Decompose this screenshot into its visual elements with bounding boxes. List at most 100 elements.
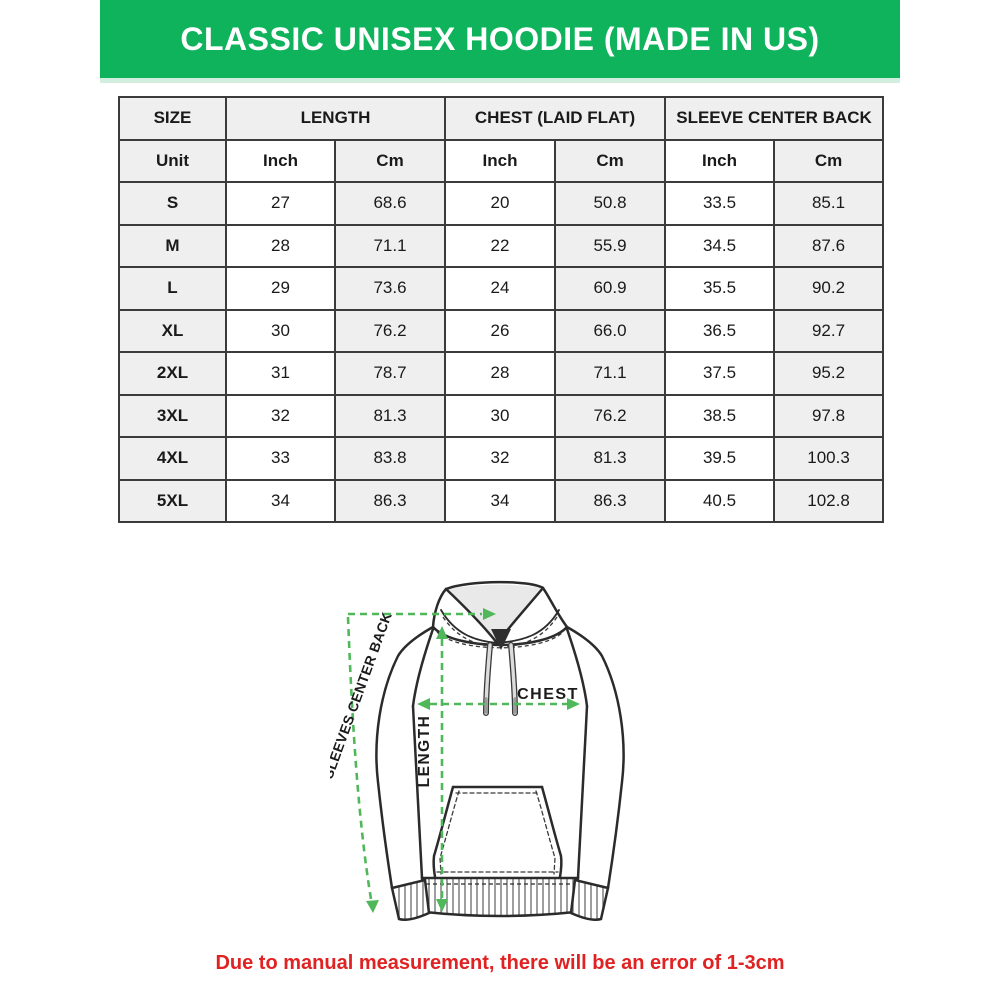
size-cell: 5XL bbox=[118, 478, 227, 523]
measurement-cell: 87.6 bbox=[773, 223, 885, 268]
measurement-cell: 29 bbox=[225, 266, 336, 311]
measurement-cell: 55.9 bbox=[554, 223, 667, 268]
size-cell: S bbox=[118, 181, 227, 226]
measurement-lines bbox=[346, 612, 567, 900]
measurement-cell: 81.3 bbox=[333, 393, 447, 438]
measurement-cell: 35.5 bbox=[664, 266, 776, 311]
length-arrow-up bbox=[436, 626, 448, 639]
size-cell: L bbox=[118, 266, 227, 311]
size-chart-table: SIZE LENGTH CHEST (LAID FLAT) SLEEVE CENTER… bbox=[118, 96, 885, 523]
measurement-cell: 37.5 bbox=[664, 351, 776, 396]
table-row: XL 30 76.2 26 66.0 36.5 92.7 bbox=[118, 308, 885, 353]
drawstrings bbox=[483, 642, 518, 716]
size-cell: 4XL bbox=[118, 436, 227, 481]
sleeve-measure-line bbox=[346, 616, 373, 900]
measurement-cell: 92.7 bbox=[773, 308, 885, 353]
measurement-cell: 86.3 bbox=[333, 478, 447, 523]
banner-accent-strip bbox=[100, 78, 900, 83]
measurement-cell: 36.5 bbox=[664, 308, 776, 353]
unit-header-cell: Inch bbox=[444, 138, 557, 183]
kangaroo-pocket bbox=[432, 785, 563, 879]
measurement-cell: 26 bbox=[444, 308, 557, 353]
measurement-cell: 90.2 bbox=[773, 266, 885, 311]
table-row: 5XL 34 86.3 34 86.3 40.5 102.8 bbox=[118, 478, 885, 523]
page-title: CLASSIC UNISEX HOODIE (MADE IN US) bbox=[180, 20, 820, 57]
chest-arrow-right bbox=[567, 698, 580, 710]
measurement-cell: 68.6 bbox=[333, 181, 447, 226]
neck-opening bbox=[491, 629, 511, 650]
measurement-cell: 33 bbox=[225, 436, 336, 481]
measurement-cell: 40.5 bbox=[664, 478, 776, 523]
unit-header-cell: Unit bbox=[118, 138, 227, 183]
unit-header-cell: Inch bbox=[225, 138, 336, 183]
table-row: L 29 73.6 24 60.9 35.5 90.2 bbox=[118, 266, 885, 311]
table-row: 4XL 33 83.8 32 81.3 39.5 100.3 bbox=[118, 436, 885, 481]
column-group-header: CHEST (LAID FLAT) bbox=[444, 96, 667, 141]
measurement-cell: 34.5 bbox=[664, 223, 776, 268]
measurement-cell: 60.9 bbox=[554, 266, 667, 311]
unit-header-cell: Cm bbox=[554, 138, 667, 183]
measurement-cell: 102.8 bbox=[773, 478, 885, 523]
size-cell: 3XL bbox=[118, 393, 227, 438]
neck-arrow-right bbox=[483, 608, 496, 620]
measurement-cell: 34 bbox=[444, 478, 557, 523]
ribbed-hem-and-cuffs bbox=[390, 876, 610, 921]
table-body: S 27 68.6 20 50.8 33.5 85.1 M 28 71.1 22 55.9 34.5 87… bbox=[118, 181, 885, 523]
length-measure-label: LENGTH bbox=[416, 715, 433, 788]
measurement-error-note: Due to manual measurement, there will be… bbox=[215, 952, 785, 974]
measurement-cell: 50.8 bbox=[554, 181, 667, 226]
hoodie-outline bbox=[375, 580, 625, 890]
chest-arrow-left bbox=[417, 698, 430, 710]
measurement-cell: 73.6 bbox=[333, 266, 447, 311]
sleeve-arrow-down bbox=[366, 900, 379, 913]
table-unit-row: Unit Inch Cm Inch Cm Inch Cm bbox=[118, 138, 885, 183]
measurement-cell: 28 bbox=[444, 351, 557, 396]
size-cell: M bbox=[118, 223, 227, 268]
measurement-cell: 100.3 bbox=[773, 436, 885, 481]
table-row: M 28 71.1 22 55.9 34.5 87.6 bbox=[118, 223, 885, 268]
measurement-cell: 71.1 bbox=[554, 351, 667, 396]
measurement-cell: 27 bbox=[225, 181, 336, 226]
unit-header-cell: Cm bbox=[773, 138, 885, 183]
column-group-header: SIZE bbox=[118, 96, 227, 141]
size-cell: XL bbox=[118, 308, 227, 353]
table-row: 2XL 31 78.7 28 71.1 37.5 95.2 bbox=[118, 351, 885, 396]
sleeve-measure-label: SLEEVES CENTER BACK bbox=[330, 610, 395, 781]
measurement-cell: 38.5 bbox=[664, 393, 776, 438]
measurement-cell: 33.5 bbox=[664, 181, 776, 226]
column-group-header: SLEEVE CENTER BACK bbox=[664, 96, 885, 141]
measurement-cell: 85.1 bbox=[773, 181, 885, 226]
measurement-cell: 30 bbox=[444, 393, 557, 438]
measurement-cell: 28 bbox=[225, 223, 336, 268]
measurement-cell: 78.7 bbox=[333, 351, 447, 396]
measurement-cell: 30 bbox=[225, 308, 336, 353]
size-cell: 2XL bbox=[118, 351, 227, 396]
measurement-cell: 20 bbox=[444, 181, 557, 226]
measurement-cell: 34 bbox=[225, 478, 336, 523]
measurement-cell: 31 bbox=[225, 351, 336, 396]
table-row: S 27 68.6 20 50.8 33.5 85.1 bbox=[118, 181, 885, 226]
unit-header-cell: Inch bbox=[664, 138, 776, 183]
table-header-row: SIZE LENGTH CHEST (LAID FLAT) SLEEVE CENTER… bbox=[118, 96, 885, 141]
measurement-arrowheads bbox=[366, 608, 580, 913]
measurement-cell: 24 bbox=[444, 266, 557, 311]
length-arrow-down bbox=[436, 899, 448, 912]
measurement-cell: 83.8 bbox=[333, 436, 447, 481]
measurement-cell: 76.2 bbox=[333, 308, 447, 353]
title-banner: CLASSIC UNISEX HOODIE (MADE IN US) bbox=[100, 0, 900, 78]
measurement-cell: 66.0 bbox=[554, 308, 667, 353]
measurement-cell: 95.2 bbox=[773, 351, 885, 396]
measurement-cell: 86.3 bbox=[554, 478, 667, 523]
table-row: 3XL 32 81.3 30 76.2 38.5 97.8 bbox=[118, 393, 885, 438]
table-head: SIZE LENGTH CHEST (LAID FLAT) SLEEVE CENTER… bbox=[118, 96, 885, 183]
hoodie-diagram: CHEST LENGTH SLEEVES CENTER BACK bbox=[330, 580, 625, 921]
measurement-cell: 76.2 bbox=[554, 393, 667, 438]
measurement-cell: 32 bbox=[444, 436, 557, 481]
measurement-cell: 32 bbox=[225, 393, 336, 438]
measurement-cell: 39.5 bbox=[664, 436, 776, 481]
chest-measure-label: CHEST bbox=[517, 686, 579, 703]
measurement-cell: 22 bbox=[444, 223, 557, 268]
unit-header-cell: Cm bbox=[333, 138, 447, 183]
column-group-header: LENGTH bbox=[224, 96, 447, 141]
